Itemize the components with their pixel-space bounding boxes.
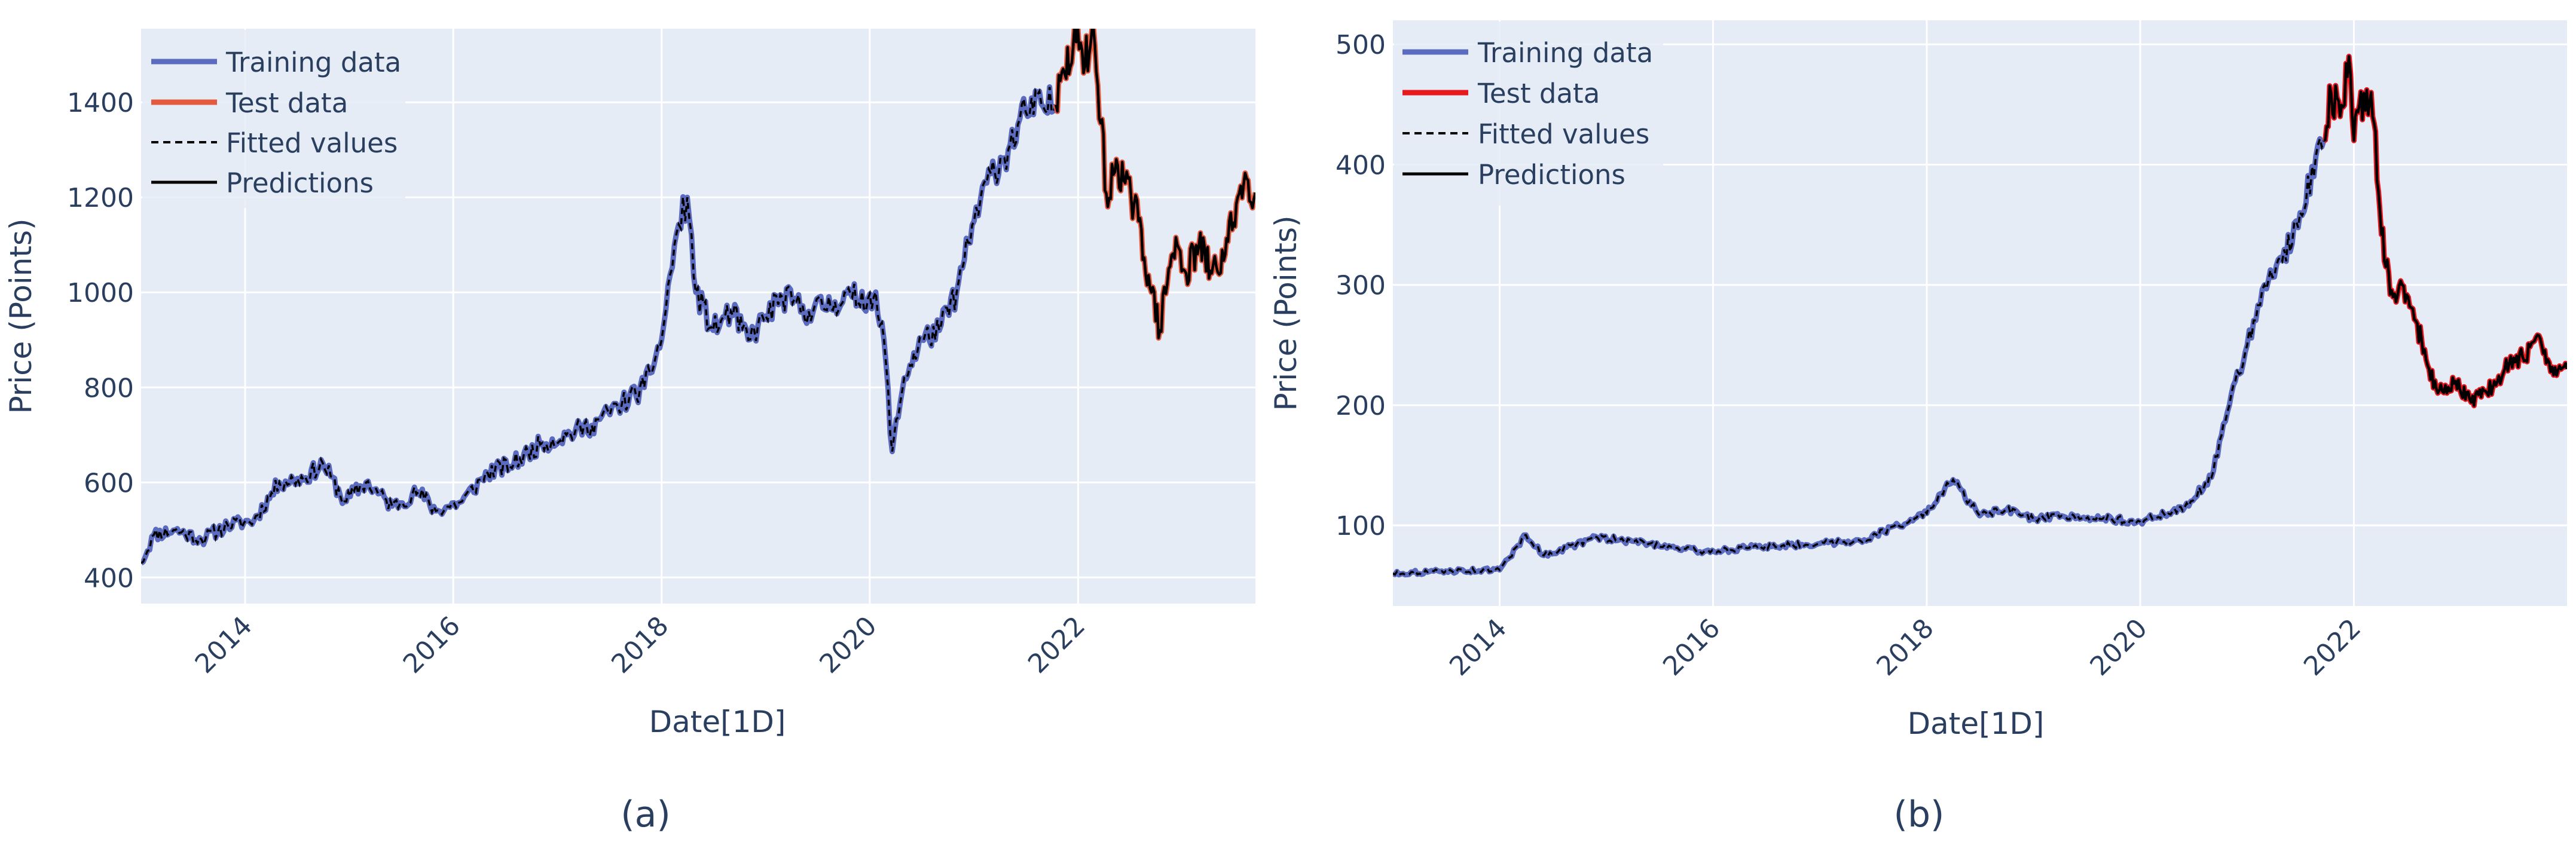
y-tick-label: 100	[1336, 511, 1386, 541]
x-tick-labels: 2014 2016 2018 2020 2022	[190, 611, 1092, 679]
legend-label-test: Test data	[225, 87, 348, 119]
x-tick-label: 2018	[1871, 613, 1940, 682]
x-tick-label: 2020	[2085, 613, 2153, 682]
y-tick-label: 800	[84, 373, 134, 403]
x-tick-label: 2022	[1022, 611, 1091, 679]
y-axis-title: Price (Points)	[1269, 215, 1303, 411]
x-tick-labels: 2014 2016 2018 2020 2022	[1444, 613, 2367, 682]
gridlines	[141, 29, 1255, 604]
x-axis-title: Date[1D]	[649, 705, 786, 739]
legend-label-fitted: Fitted values	[226, 127, 398, 159]
x-axis-title: Date[1D]	[1908, 706, 2045, 741]
caption-a: (a)	[621, 794, 671, 835]
y-tick-label: 1400	[67, 88, 134, 118]
y-tick-labels: 100 200 300 400 500	[1336, 30, 1386, 541]
chart-b: 100 200 300 400 500 2014 2016 2018 2020 2022 Pri…	[1269, 20, 2567, 835]
y-tick-label: 400	[84, 563, 134, 593]
predictions-line	[2323, 55, 2567, 407]
legend-label-fitted: Fitted values	[1478, 118, 1649, 150]
legend-label-predictions: Predictions	[226, 167, 374, 199]
x-tick-label: 2018	[606, 611, 674, 679]
y-tick-label: 1200	[67, 183, 134, 213]
x-tick-label: 2014	[190, 611, 258, 679]
fitted-values-line	[1393, 134, 2325, 577]
legend-label-predictions: Predictions	[1478, 159, 1625, 191]
legend: Training data Test data Fitted values Pr…	[1394, 22, 1663, 206]
caption-b: (b)	[1894, 794, 1945, 835]
y-tick-label: 1000	[67, 278, 134, 308]
y-tick-labels: 400 600 800 1000 1200 1400	[67, 88, 134, 593]
y-axis-title: Price (Points)	[4, 218, 38, 414]
series-lines	[1393, 53, 2567, 578]
predictions-line	[1055, 29, 1255, 339]
series-lines	[141, 29, 1255, 566]
x-tick-label: 2014	[1444, 613, 1512, 682]
legend-label-training: Training data	[1477, 37, 1653, 69]
y-tick-label: 400	[1336, 150, 1386, 180]
y-tick-label: 200	[1336, 391, 1386, 421]
legend-label-training: Training data	[225, 47, 401, 78]
x-tick-label: 2016	[398, 611, 466, 679]
legend: Training data Test data Fitted values Pr…	[142, 30, 405, 208]
x-tick-label: 2020	[814, 611, 882, 679]
x-tick-label: 2016	[1657, 613, 1726, 682]
legend-label-test: Test data	[1477, 78, 1600, 109]
fitted-values-line	[141, 87, 1057, 564]
y-tick-label: 500	[1336, 30, 1386, 60]
y-tick-label: 300	[1336, 271, 1386, 301]
x-tick-label: 2022	[2298, 613, 2367, 682]
y-tick-label: 600	[84, 468, 134, 498]
gridlines	[1393, 20, 2567, 606]
